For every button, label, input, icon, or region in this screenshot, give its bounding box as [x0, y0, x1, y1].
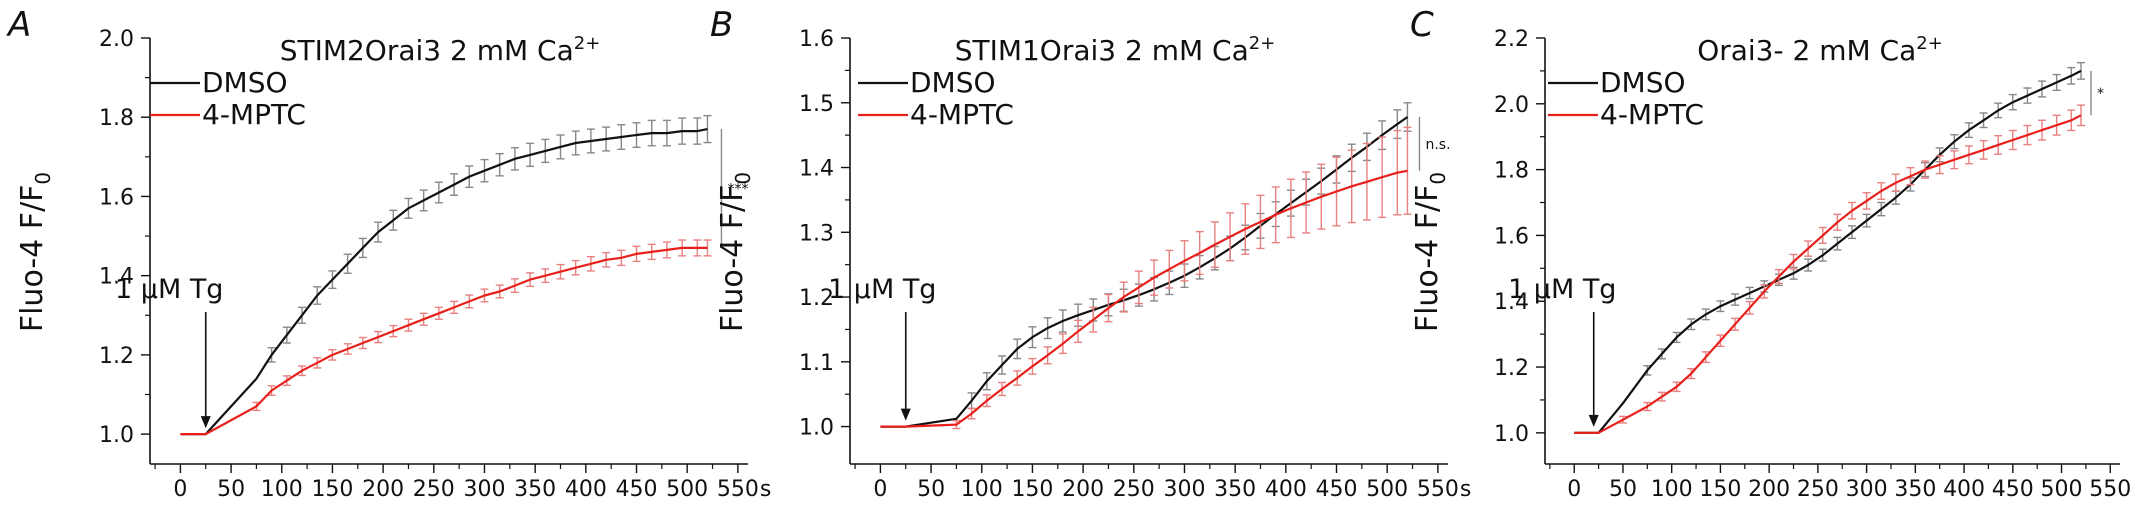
panel-a-x-tick-label: 150	[311, 477, 353, 502]
panel-c-y-tick-label: 1.6	[1494, 224, 1529, 249]
panel-a-y-tick-label: 1.6	[99, 185, 134, 210]
panel-a-x-tick-label: 500	[666, 477, 708, 502]
panel-a-legend-label: 4-MPTC	[202, 98, 306, 131]
panel-c-x-tick-label: 50	[1609, 477, 1637, 502]
panel-c-x-tick-label: 450	[1992, 477, 2034, 502]
panel-c-x-tick-label: 100	[1651, 477, 1693, 502]
panel-b-x-tick-label: 500	[1366, 477, 1408, 502]
panel-c-letter: C	[1410, 5, 1434, 45]
panel-a-y-tick-label: 1.0	[99, 423, 134, 448]
panel-a-y-tick-label: 1.4	[99, 265, 134, 290]
panel-b-x-tick-label: 200	[1062, 477, 1104, 502]
panel-a-x-tick-label: 550	[717, 477, 759, 502]
panel-b-letter: B	[710, 5, 733, 45]
panel-b-y-tick-label: 1.4	[799, 157, 834, 182]
panel-c-x-tick-label: 550	[2089, 477, 2131, 502]
panel-c: 050100150200250300350400450500550s1.01.2…	[1410, 5, 2131, 502]
panel-a-y-label: Fluo-4 F/F0	[15, 172, 55, 332]
panel-b-y-tick-label: 1.0	[799, 416, 834, 441]
panel-a-x-tick-label: 450	[616, 477, 658, 502]
panel-b-x-unit: s	[1460, 477, 1471, 502]
panel-c-x-tick-label: 200	[1748, 477, 1790, 502]
panel-b-legend-label: DMSO	[910, 66, 996, 99]
panel-b-significance-label: n.s.	[1425, 137, 1450, 153]
panel-b-x-tick-label: 450	[1316, 477, 1358, 502]
panel-a-y-tick-label: 2.0	[99, 27, 134, 52]
panel-b-series-dmso	[880, 102, 1412, 428]
panel-a-annotation: 1 µM Tg	[115, 274, 223, 305]
panel-a-series-dmso	[180, 114, 712, 436]
panel-c-x-tick-label: 150	[1699, 477, 1741, 502]
panel-a-letter: A	[6, 5, 31, 45]
panel-a-significance-label: ***	[727, 182, 748, 198]
panel-a-y-tick-label: 1.8	[99, 106, 134, 131]
panel-c-y-tick-label: 1.8	[1494, 159, 1529, 184]
panel-c-x-tick-label: 300	[1846, 477, 1888, 502]
panel-b-line	[880, 169, 1408, 428]
panel-a-annotation-arrowhead	[200, 416, 211, 429]
panel-b-annotation-arrowhead	[900, 408, 911, 421]
panel-b-y-tick-label: 1.6	[799, 27, 834, 52]
panel-c-y-tick-label: 2.0	[1494, 93, 1529, 118]
panel-c-x-tick-label: 0	[1567, 477, 1581, 502]
panel-b-x-tick-label: 50	[917, 477, 945, 502]
panel-b-legend-label: 4-MPTC	[910, 98, 1014, 131]
panel-b-x-tick-label: 0	[873, 477, 887, 502]
panel-c-series-dmso	[1574, 61, 2086, 434]
panel-a-line	[180, 128, 708, 436]
panel-c-annotation-arrowhead	[1588, 414, 1599, 427]
panel-b-x-tick-label: 100	[961, 477, 1003, 502]
panel-c-y-tick-label: 1.2	[1494, 356, 1529, 381]
panel-b-title: STIM1Orai3 2 mM Ca2+	[955, 33, 1276, 67]
panel-a-x-tick-label: 200	[362, 477, 404, 502]
panel-b-x-tick-label: 350	[1214, 477, 1256, 502]
panel-b-y-label: Fluo-4 F/F0	[715, 172, 755, 332]
panel-a-title: STIM2Orai3 2 mM Ca2+	[280, 33, 601, 67]
panel-a-x-tick-label: 100	[261, 477, 303, 502]
panel-c-title: Orai3- 2 mM Ca2+	[1697, 33, 1943, 67]
panel-b-y-tick-label: 1.2	[799, 286, 834, 311]
panel-a-legend-label: DMSO	[202, 66, 288, 99]
panel-c-x-tick-label: 350	[1894, 477, 1936, 502]
panel-c-y-label: Fluo-4 F/F0	[1410, 172, 1450, 332]
panel-a-x-tick-label: 400	[565, 477, 607, 502]
panel-b-y-tick-label: 1.1	[799, 351, 834, 376]
panel-a-x-tick-label: 50	[217, 477, 245, 502]
panel-a: 0 50 100 150 200 250 300 350 400 450 500 550 s 1.0 1.2…	[6, 5, 771, 502]
panel-a-series-mptc	[180, 239, 712, 436]
panel-a-x-tick-label: 300	[463, 477, 505, 502]
panel-a-x-unit: s	[760, 477, 771, 502]
panel-b-x-tick-label: 300	[1163, 477, 1205, 502]
panel-b-line	[880, 116, 1409, 428]
panel-c-line	[1574, 114, 2082, 434]
panel-c-y-tick-label: 1.4	[1494, 290, 1529, 315]
panel-c-x-tick-label: 500	[2041, 477, 2083, 502]
panel-b-x-tick-label: 550	[1417, 477, 1459, 502]
panel-b-y-tick-label: 1.5	[799, 92, 834, 117]
panel-b-x-tick-label: 400	[1265, 477, 1307, 502]
panel-c-significance-label: *	[2097, 86, 2104, 102]
panel-c-series-mptc	[1574, 104, 2086, 434]
panel-c-legend-label: 4-MPTC	[1600, 98, 1704, 131]
panel-c-annotation: 1 µM Tg	[1508, 274, 1616, 305]
panel-a-line	[180, 246, 708, 436]
panel-b-y-tick-label: 1.3	[799, 221, 834, 246]
panel-c-line	[1574, 69, 2082, 434]
panel-c-y-tick-label: 1.0	[1494, 422, 1529, 447]
panel-b-annotation: 1 µM Tg	[828, 274, 936, 305]
panel-b-x-tick-label: 150	[1011, 477, 1053, 502]
panel-a-y-tick-label: 1.2	[99, 344, 134, 369]
panel-b: 0 50 100 150 200 250 300 350 400 450 500 550 s1.01.1…	[710, 5, 1471, 502]
panel-a-x-tick-label: 250	[413, 477, 455, 502]
panel-a-x-tick-label: 350	[514, 477, 556, 502]
panel-a-x-tick-label: 0	[173, 477, 187, 502]
panel-b-series-mptc	[880, 126, 1412, 430]
panel-b-x-tick-label: 250	[1113, 477, 1155, 502]
panel-c-x-tick-label: 400	[1943, 477, 1985, 502]
panel-c-y-tick-label: 2.2	[1494, 27, 1529, 52]
panel-c-x-tick-label: 250	[1797, 477, 1839, 502]
panel-c-legend-label: DMSO	[1600, 66, 1686, 99]
